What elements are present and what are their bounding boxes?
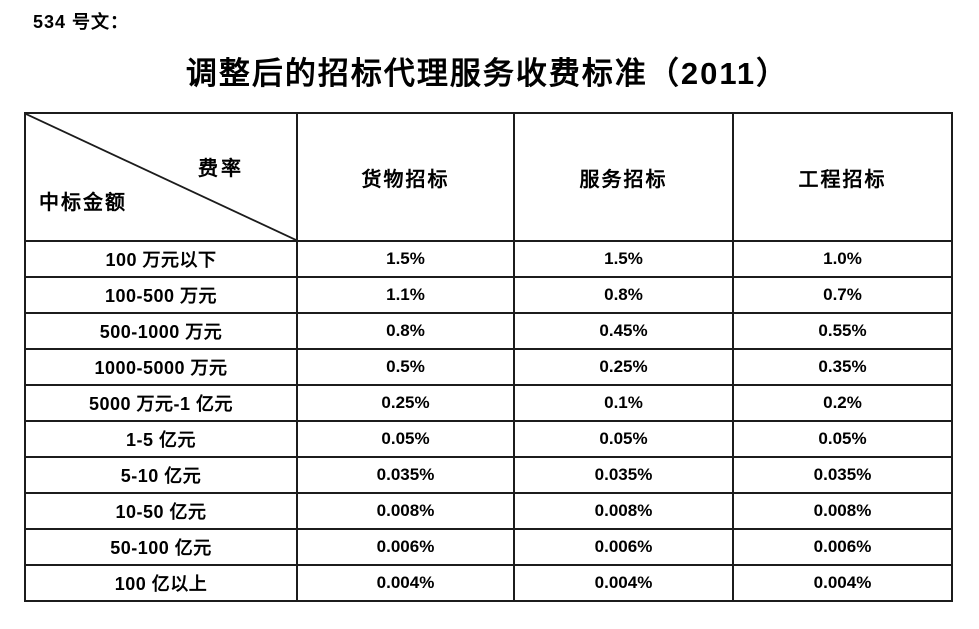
rate-cell: 0.008%	[296, 492, 515, 530]
row-label: 5000 万元-1 亿元	[24, 384, 298, 422]
column-header-goods: 货物招标	[296, 112, 515, 242]
rate-cell: 1.1%	[296, 276, 515, 314]
fee-rate-table: 费率 中标金额 货物招标 服务招标 工程招标 100 万元以下 1.5% 1.5…	[24, 112, 953, 602]
rate-cell: 0.006%	[296, 528, 515, 566]
table-row: 1-5 亿元 0.05% 0.05% 0.05%	[24, 420, 953, 458]
rate-cell: 0.035%	[732, 456, 953, 494]
page-title: 调整后的招标代理服务收费标准（2011）	[185, 56, 790, 91]
rate-cell: 0.004%	[513, 564, 734, 602]
table-header-row: 费率 中标金额 货物招标 服务招标 工程招标	[24, 112, 953, 242]
row-label: 500-1000 万元	[24, 312, 298, 350]
table-row: 100 万元以下 1.5% 1.5% 1.0%	[24, 240, 953, 278]
row-label: 1000-5000 万元	[24, 348, 298, 386]
diagonal-header-cell: 费率 中标金额	[24, 112, 298, 242]
rate-cell: 0.006%	[732, 528, 953, 566]
row-label: 1-5 亿元	[24, 420, 298, 458]
table-row: 10-50 亿元 0.008% 0.008% 0.008%	[24, 492, 953, 530]
column-header-services: 服务招标	[513, 112, 734, 242]
column-header-engineering: 工程招标	[732, 112, 953, 242]
rate-cell: 1.5%	[296, 240, 515, 278]
table-row: 100-500 万元 1.1% 0.8% 0.7%	[24, 276, 953, 314]
rate-cell: 0.25%	[296, 384, 515, 422]
rate-cell: 0.004%	[296, 564, 515, 602]
table-row: 100 亿以上 0.004% 0.004% 0.004%	[24, 564, 953, 602]
rate-cell: 0.8%	[513, 276, 734, 314]
rate-cell: 0.035%	[296, 456, 515, 494]
rate-cell: 0.5%	[296, 348, 515, 386]
rate-cell: 0.05%	[296, 420, 515, 458]
rate-cell: 1.5%	[513, 240, 734, 278]
rate-cell: 0.004%	[732, 564, 953, 602]
table-row: 50-100 亿元 0.006% 0.006% 0.006%	[24, 528, 953, 566]
rate-cell: 0.45%	[513, 312, 734, 350]
rate-cell: 0.05%	[513, 420, 734, 458]
rate-cell: 0.008%	[732, 492, 953, 530]
doc-number-label: 534 号文：	[33, 12, 130, 32]
rate-cell: 0.006%	[513, 528, 734, 566]
corner-label-bid-amount: 中标金额	[39, 192, 127, 214]
rate-cell: 0.25%	[513, 348, 734, 386]
rate-cell: 0.35%	[732, 348, 953, 386]
rate-cell: 0.1%	[513, 384, 734, 422]
rate-cell: 0.55%	[732, 312, 953, 350]
rate-cell: 0.008%	[513, 492, 734, 530]
row-label: 100 亿以上	[24, 564, 298, 602]
rate-cell: 1.0%	[732, 240, 953, 278]
table-row: 1000-5000 万元 0.5% 0.25% 0.35%	[24, 348, 953, 386]
table-row: 5000 万元-1 亿元 0.25% 0.1% 0.2%	[24, 384, 953, 422]
table-row: 5-10 亿元 0.035% 0.035% 0.035%	[24, 456, 953, 494]
diagonal-line	[26, 114, 296, 240]
row-label: 10-50 亿元	[24, 492, 298, 530]
rate-cell: 0.2%	[732, 384, 953, 422]
row-label: 100 万元以下	[24, 240, 298, 278]
corner-label-rate: 费率	[198, 158, 244, 180]
rate-cell: 0.7%	[732, 276, 953, 314]
row-label: 5-10 亿元	[24, 456, 298, 494]
row-label: 100-500 万元	[24, 276, 298, 314]
rate-cell: 0.8%	[296, 312, 515, 350]
table-row: 500-1000 万元 0.8% 0.45% 0.55%	[24, 312, 953, 350]
rate-cell: 0.05%	[732, 420, 953, 458]
row-label: 50-100 亿元	[24, 528, 298, 566]
rate-cell: 0.035%	[513, 456, 734, 494]
